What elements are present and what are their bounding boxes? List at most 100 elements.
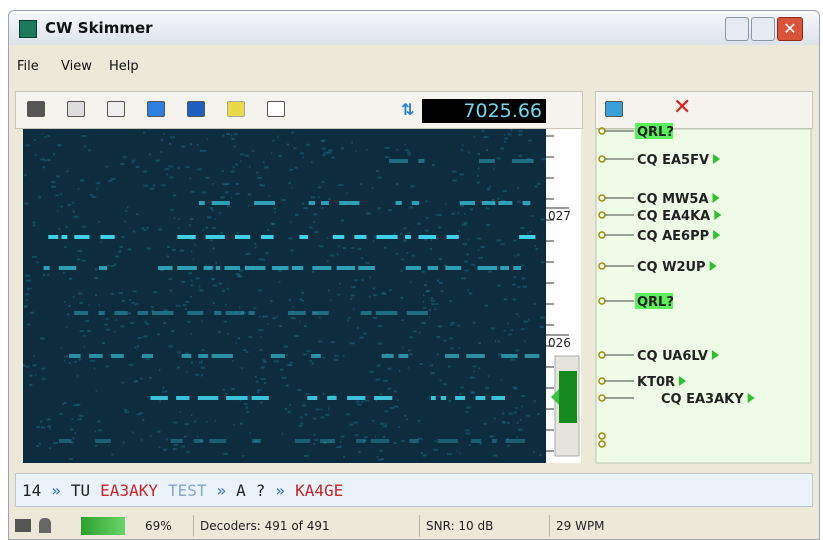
spot-label[interactable]: QRL?	[637, 295, 674, 310]
noise	[262, 259, 265, 262]
signal	[356, 439, 366, 443]
noise	[72, 437, 75, 440]
decoded-word[interactable]: TEST	[167, 481, 207, 500]
spot-label[interactable]: KT0R	[637, 375, 675, 390]
noise	[396, 399, 399, 402]
decoded-word[interactable]: A	[236, 481, 246, 500]
toolbar-button[interactable]	[27, 101, 45, 117]
toolbar-button[interactable]	[187, 101, 205, 117]
noise	[384, 156, 390, 159]
noise	[329, 299, 332, 302]
toolbar-button[interactable]	[147, 101, 165, 117]
noise	[120, 325, 125, 328]
menu-item[interactable]: File	[17, 59, 39, 74]
noise	[222, 183, 227, 186]
noise	[186, 371, 188, 374]
noise	[488, 270, 492, 273]
noise	[119, 245, 124, 248]
noise	[98, 303, 100, 306]
menu-item[interactable]: View	[61, 59, 92, 74]
noise	[83, 345, 86, 348]
noise	[185, 166, 190, 169]
toolbar-button[interactable]	[605, 101, 623, 117]
noise	[407, 151, 411, 154]
noise	[309, 359, 312, 362]
decoded-word[interactable]: TU	[70, 481, 91, 500]
signal	[198, 354, 209, 358]
noise	[122, 441, 125, 444]
noise	[327, 407, 330, 410]
noise	[25, 299, 28, 302]
noise	[41, 426, 46, 429]
signal	[251, 439, 261, 443]
noise	[443, 339, 447, 342]
spot-label[interactable]: CQ EA4KA	[637, 209, 710, 224]
decoded-word[interactable]: 14	[22, 481, 42, 500]
spot-label[interactable]: QRL?	[637, 125, 674, 140]
noise	[437, 325, 443, 328]
spot-label[interactable]: CQ W2UP	[637, 260, 706, 275]
noise	[331, 156, 336, 159]
signal	[321, 201, 329, 205]
noise	[234, 133, 238, 136]
spot-label[interactable]: CQ UA6LV	[637, 349, 708, 364]
signal	[446, 235, 459, 239]
decoded-word[interactable]: »	[216, 481, 227, 500]
decoded-word[interactable]: KA4GE	[295, 481, 344, 500]
noise	[384, 410, 389, 413]
noise	[179, 411, 181, 414]
close-button[interactable]: ✕	[777, 17, 803, 41]
toolbar-button[interactable]	[67, 101, 85, 117]
menu-item[interactable]: Help	[109, 59, 139, 74]
spot-label[interactable]: CQ EA5FV	[637, 153, 709, 168]
noise	[330, 341, 336, 344]
spot-label[interactable]: CQ MW5A	[637, 192, 709, 207]
noise	[480, 246, 486, 249]
spot-label[interactable]: CQ AE6PP	[637, 229, 709, 244]
noise	[127, 312, 132, 315]
signal	[197, 396, 219, 400]
tune-icon[interactable]: ⇅	[401, 100, 415, 119]
noise	[242, 455, 245, 458]
toolbar-button[interactable]	[227, 101, 245, 117]
noise	[276, 315, 278, 318]
noise	[433, 448, 439, 451]
noise	[507, 421, 510, 424]
noise	[212, 182, 214, 185]
noise	[340, 147, 344, 150]
noise	[239, 399, 241, 402]
signal	[505, 439, 526, 443]
noise	[486, 148, 489, 151]
noise	[190, 284, 194, 287]
decoded-word[interactable]: »	[51, 481, 61, 500]
delete-button[interactable]: ✕	[673, 95, 692, 120]
noise	[235, 273, 241, 276]
noise	[48, 418, 51, 421]
toolbar-button[interactable]	[107, 101, 125, 117]
signal	[100, 235, 115, 239]
signal	[170, 439, 183, 443]
noise	[496, 239, 502, 242]
noise	[60, 205, 63, 208]
noise	[512, 386, 518, 389]
decoded-word[interactable]: »	[275, 481, 286, 500]
maximize-button[interactable]	[751, 17, 775, 41]
noise	[207, 216, 210, 219]
noise	[263, 160, 265, 163]
noise	[201, 149, 207, 152]
signal	[327, 396, 337, 400]
decoded-word[interactable]: EA3AKY	[100, 481, 158, 500]
noise	[131, 159, 136, 162]
decoded-word[interactable]: ?	[255, 481, 266, 500]
noise	[424, 229, 429, 232]
noise	[448, 399, 452, 402]
spot-label[interactable]: CQ EA3AKY	[661, 392, 744, 407]
noise	[245, 406, 249, 409]
minimize-button[interactable]	[725, 17, 749, 41]
noise	[485, 207, 490, 210]
toolbar-button[interactable]	[267, 101, 285, 117]
noise	[537, 413, 541, 416]
noise	[431, 299, 435, 302]
noise	[189, 295, 193, 298]
signal	[95, 439, 111, 443]
